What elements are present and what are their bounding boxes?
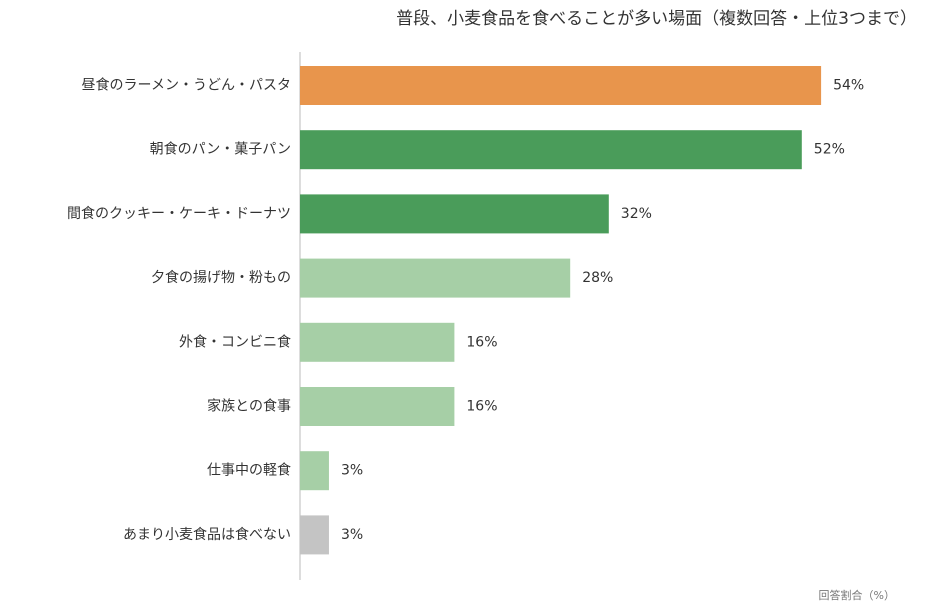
category-labels: 昼食のラーメン・うどん・パスタ朝食のパン・菓子パン間食のクッキー・ケーキ・ドーナ… — [67, 77, 291, 543]
category-label: あまり小麦食品は食べない — [123, 526, 291, 543]
category-label: 仕事中の軽食 — [207, 462, 291, 479]
x-axis-label: 回答割合（%） — [818, 589, 895, 602]
value-label: 3% — [341, 463, 363, 479]
value-label: 52% — [814, 142, 845, 158]
category-label: 外食・コンビニ食 — [179, 333, 291, 350]
category-label: 家族との食事 — [207, 398, 291, 415]
bar — [300, 322, 455, 362]
value-label: 28% — [582, 270, 613, 286]
bar — [300, 387, 455, 426]
bar — [300, 451, 329, 491]
bar — [300, 515, 329, 555]
value-label: 16% — [466, 334, 497, 350]
bars-group — [300, 66, 822, 555]
bar — [300, 66, 822, 105]
bar — [300, 130, 802, 170]
value-labels: 54% 52% 32% 28% 16% 16% 3% 3% — [341, 78, 864, 543]
value-label: 32% — [621, 206, 652, 222]
bar — [300, 194, 609, 234]
category-label: 夕食の揚げ物・粉もの — [151, 269, 291, 286]
chart-title: 普段、小麦食品を食べることが多い場面（複数回答・上位3つまで） — [396, 9, 917, 29]
value-label: 3% — [341, 527, 363, 543]
value-label: 54% — [833, 78, 864, 94]
category-label: 朝食のパン・菓子パン — [150, 141, 291, 158]
category-label: 昼食のラーメン・うどん・パスタ — [82, 77, 291, 94]
value-label: 16% — [466, 399, 497, 415]
bar — [300, 258, 571, 298]
category-label: 間食のクッキー・ケーキ・ドーナツ — [67, 205, 291, 222]
